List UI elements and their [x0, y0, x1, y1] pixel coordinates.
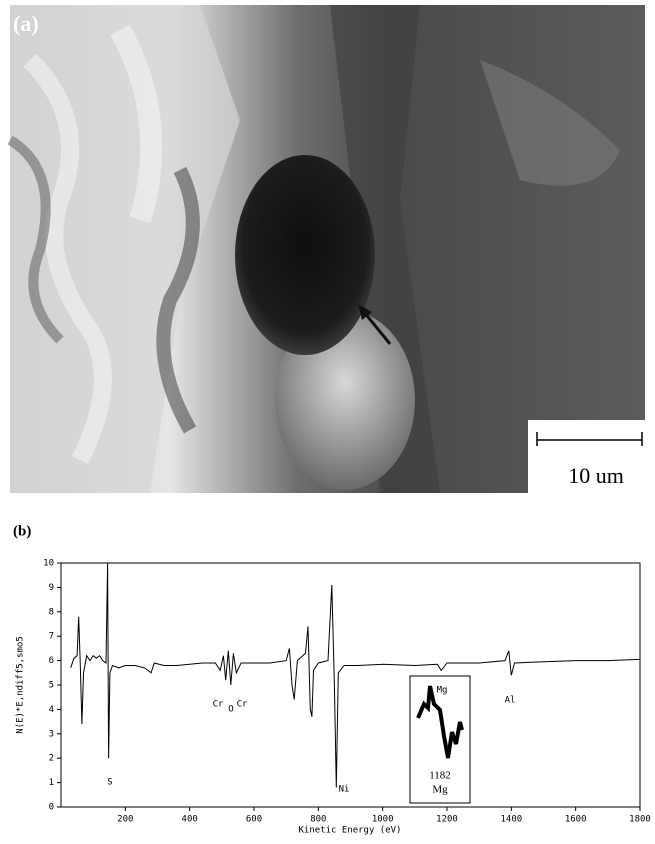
y-tick-label: 3	[49, 729, 54, 739]
x-tick-label: 600	[246, 815, 262, 825]
y-tick-label: 6	[49, 656, 54, 666]
y-tick-label: 4	[49, 705, 54, 715]
figure: 10 um (a) (b) Kinetic Energy (eV) N(E)*E…	[0, 0, 655, 844]
x-tick-label: 1600	[565, 815, 587, 825]
y-tick-label: 8	[49, 607, 54, 617]
inset-element: Mg	[432, 784, 448, 796]
y-tick-label: 1	[49, 778, 54, 788]
x-tick-label: 800	[310, 815, 326, 825]
spectrum-chart: (b) Kinetic Energy (eV) N(E)*E,ndiff5,sm…	[13, 523, 651, 835]
x-axis-label: Kinetic Energy (eV)	[299, 826, 402, 836]
figure-canvas: 10 um (a) (b) Kinetic Energy (eV) N(E)*E…	[0, 0, 655, 844]
y-tick-label: 7	[49, 632, 54, 642]
x-tick-label: 1000	[372, 815, 394, 825]
peak-annotation: Cr	[213, 700, 224, 710]
y-tick-label: 10	[43, 559, 54, 569]
panel-label: (a)	[13, 11, 39, 36]
x-tick-label: 1200	[436, 815, 458, 825]
x-tick-label: 200	[117, 815, 133, 825]
peak-annotation: Mg	[437, 686, 448, 696]
panel-label: (b)	[13, 523, 31, 539]
spectrum-line	[71, 563, 640, 788]
y-tick-label: 9	[49, 583, 54, 593]
y-axis-label: N(E)*E,ndiff5,smo5	[16, 636, 26, 734]
peak-annotation: Ni	[339, 785, 350, 795]
y-tick-label: 5	[49, 681, 54, 691]
y-tick-label: 2	[49, 754, 54, 764]
plot-frame	[61, 563, 640, 807]
sem-image: 10 um (a)	[10, 5, 645, 493]
x-tick-label: 1400	[500, 815, 522, 825]
x-tick-label: 400	[182, 815, 198, 825]
peak-annotation: Cr	[237, 700, 248, 710]
y-tick-label: 0	[49, 803, 54, 813]
peak-annotation: S	[107, 778, 112, 788]
peak-annotation: O	[228, 705, 233, 715]
inset-energy: 1182	[429, 770, 451, 782]
scale-bar-label: 10 um	[568, 463, 624, 488]
peak-annotation: Al	[505, 696, 516, 706]
x-tick-label: 1800	[629, 815, 651, 825]
